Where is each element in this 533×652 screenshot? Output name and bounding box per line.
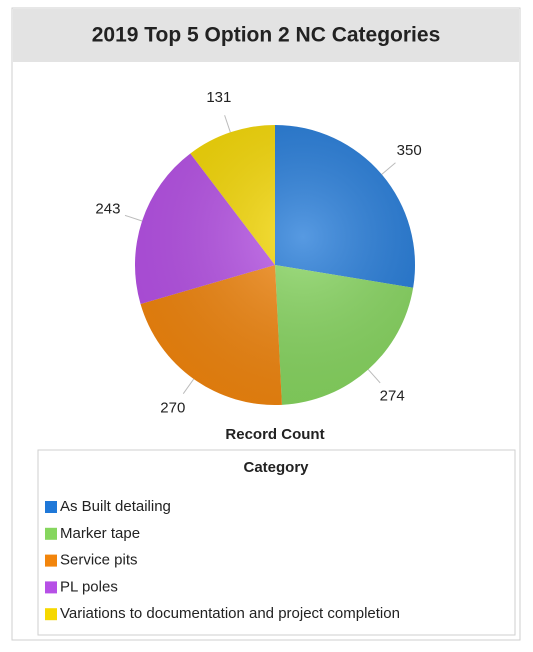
- legend-swatch: [45, 527, 57, 540]
- measure-label: Record Count: [225, 426, 324, 443]
- legend-label: Marker tape: [60, 525, 140, 542]
- legend-title: Category: [243, 459, 309, 476]
- header: [13, 9, 519, 62]
- legend-label: Service pits: [60, 552, 138, 569]
- data-label: 350: [397, 142, 422, 159]
- data-label: 243: [95, 201, 120, 218]
- legend-label: As Built detailing: [60, 498, 171, 515]
- legend-swatch: [45, 501, 57, 513]
- data-label: 131: [206, 89, 231, 106]
- legend: [37, 449, 516, 636]
- legend-swatch: [45, 581, 57, 594]
- legend-label: PL poles: [60, 578, 118, 595]
- legend-label: Variations to documentation and project …: [60, 605, 400, 622]
- data-label: 270: [160, 399, 185, 416]
- legend-swatch: [45, 608, 57, 621]
- legend-swatch: [45, 554, 57, 567]
- data-label: 274: [380, 387, 405, 404]
- chart-title: 2019 Top 5 Option 2 NC Categories: [92, 24, 441, 47]
